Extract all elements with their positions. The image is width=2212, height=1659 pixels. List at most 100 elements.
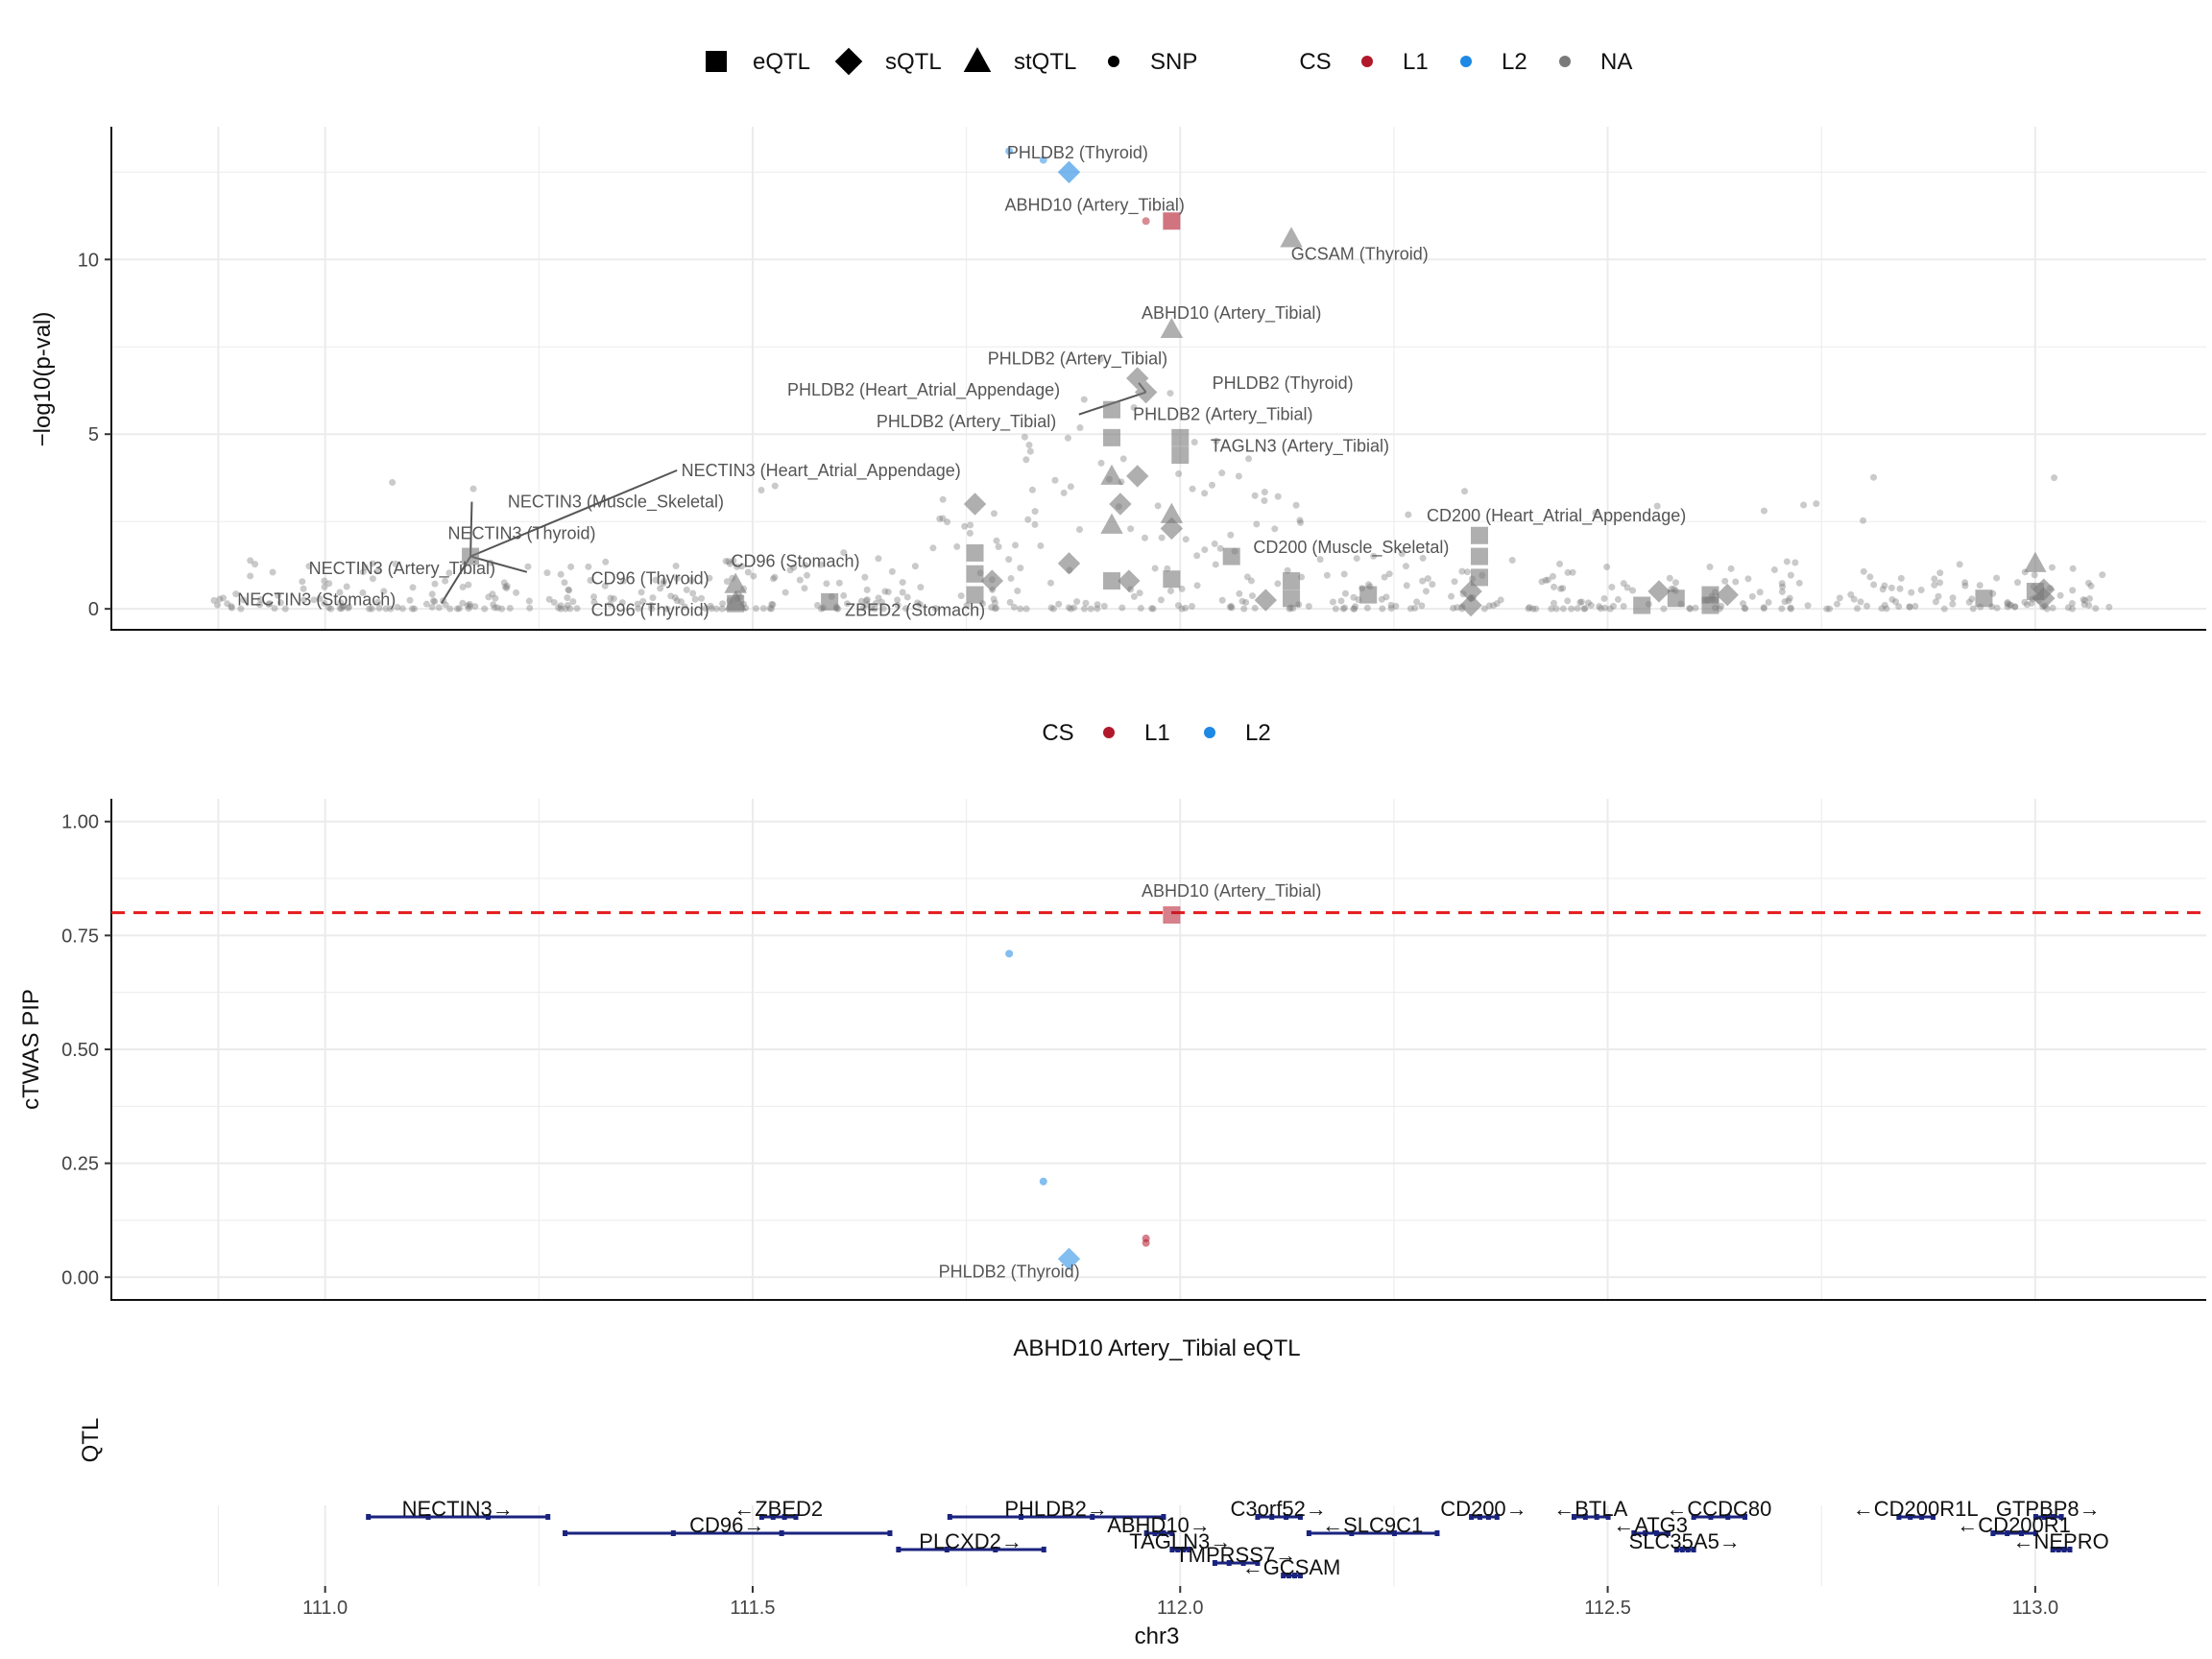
snp-point (759, 605, 767, 613)
snp-point (1017, 565, 1024, 572)
snp-point (1387, 605, 1395, 613)
snp-point (1164, 565, 1171, 572)
snp-point (706, 574, 713, 582)
snp-point (409, 584, 417, 591)
snp-point (429, 597, 437, 605)
qtl-point-diamond (1254, 589, 1278, 612)
pip-point-circle (1039, 1177, 1047, 1186)
snp-point (862, 597, 870, 605)
snp-point (936, 515, 944, 522)
gene-exon (1679, 1547, 1685, 1552)
snp-point (1158, 534, 1166, 541)
snp-point (1067, 605, 1074, 613)
legend-middle: CS L1 L2 (1042, 720, 1270, 746)
gene-exon (1212, 1560, 1217, 1566)
snp-point (1552, 605, 1560, 613)
qtl-point-diamond (1118, 569, 1141, 592)
snp-point (1060, 489, 1068, 496)
y-tick-label: 0 (88, 599, 99, 620)
annotation-label: PHLDB2 (Artery_Tibial) (877, 412, 1056, 432)
snp-point (1017, 605, 1024, 613)
legend-mid-cs-l1-label: L1 (1144, 720, 1170, 746)
gene-exon (1284, 1514, 1289, 1520)
gene-label: ←NEPRO (2012, 1529, 2108, 1553)
snp-point (993, 604, 1000, 612)
snp-point (435, 604, 443, 612)
snp-point (1906, 603, 1913, 611)
snp-point (1744, 575, 1752, 583)
snp-point (1568, 605, 1575, 613)
snp-point (442, 577, 449, 585)
legend-top-cs-na-label: NA (1600, 49, 1632, 75)
snp-point (698, 594, 706, 602)
snp-point (340, 602, 348, 610)
gene-exon (1281, 1573, 1286, 1578)
snp-point (1949, 594, 1957, 602)
snp-point (232, 590, 240, 598)
snp-point (2080, 601, 2088, 609)
snp-point (1804, 602, 1812, 610)
snp-point (868, 604, 876, 612)
snp-point (1791, 559, 1799, 566)
snp-point (466, 603, 473, 611)
annotation-label: NECTIN3 (Muscle_Skeletal) (508, 493, 724, 513)
gene-label: TMPRSS7→ (1175, 1543, 1296, 1567)
snp-point (1154, 502, 1162, 510)
snp-point (1028, 486, 1036, 493)
snp-point (2011, 603, 2019, 611)
snp-point (683, 586, 690, 593)
legend-mid-cs-l2-label: L2 (1245, 720, 1271, 746)
snp-point (911, 563, 919, 570)
qtl-point-triangle (1160, 317, 1184, 339)
snp-point (469, 485, 477, 493)
snp-point (1458, 567, 1466, 575)
qtl-point-diamond (1716, 583, 1739, 607)
snp-point (673, 597, 681, 605)
snp-point (2068, 600, 2076, 608)
snp-point (813, 602, 821, 610)
gene-exon (545, 1514, 551, 1520)
snp-point (1493, 600, 1501, 608)
snp-point (2006, 601, 2013, 609)
snp-point (1897, 574, 1905, 582)
gene-x-tick-label: 111.0 (302, 1598, 348, 1619)
snp-point (663, 605, 671, 613)
gene-exon (1691, 1514, 1696, 1520)
qtl-point-square (1470, 568, 1488, 587)
snp-point (601, 582, 609, 589)
snp-point (1055, 600, 1063, 608)
snp-point (689, 589, 697, 597)
snp-point (590, 593, 598, 601)
snp-point (466, 600, 473, 608)
gene-exon (1708, 1514, 1714, 1520)
gene-exon (1255, 1560, 1261, 1566)
snp-point (1243, 573, 1251, 581)
qtl-point-square (1470, 526, 1488, 544)
legend-top: eQTL sQTL stQTL SNP CS L1 L2 NA (706, 47, 1632, 76)
snp-point (1687, 605, 1695, 613)
snp-point (567, 563, 575, 570)
snp-point (902, 605, 909, 613)
snp-point (1385, 570, 1393, 578)
snp-point (1424, 575, 1431, 583)
qtl-point-diamond (1459, 593, 1482, 617)
gene-label: ←CCDC80 (1666, 1497, 1771, 1521)
snp-point (300, 585, 307, 592)
snp-point (768, 600, 776, 608)
snp-point (801, 585, 808, 592)
snp-point (610, 595, 617, 603)
snp-point (1271, 525, 1279, 533)
snp-point (790, 564, 798, 571)
snp-point (1082, 599, 1090, 607)
snp-point (1228, 604, 1236, 612)
snp-point (722, 558, 730, 565)
snp-point (276, 599, 284, 607)
snp-point (899, 589, 906, 596)
snp-point (557, 605, 565, 613)
snp-point (459, 584, 467, 591)
snp-point (440, 597, 447, 605)
legend-stqtl-label: stQTL (1014, 49, 1076, 75)
top-grid (111, 127, 2206, 630)
snp-point (840, 591, 848, 599)
